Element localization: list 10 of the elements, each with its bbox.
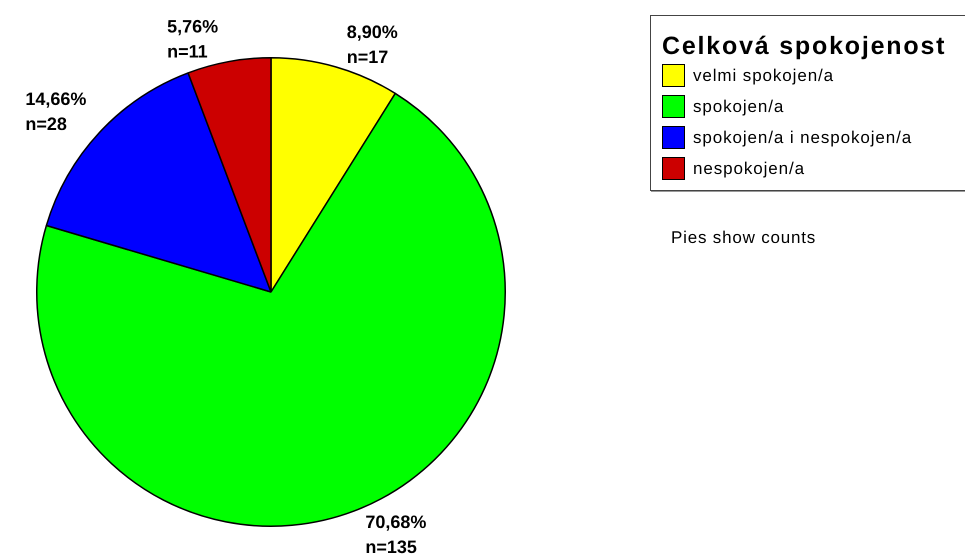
- data-label: 5,76% n=11: [167, 16, 218, 62]
- legend-label: velmi spokojen/a: [693, 66, 834, 86]
- data-label: 70,68% n=135: [365, 512, 426, 557]
- legend-label: spokojen/a i nespokojen/a: [693, 128, 912, 148]
- data-label: 14,66% n=28: [25, 88, 86, 134]
- legend-label: spokojen/a: [693, 96, 784, 116]
- legend-title: Celková spokojenost: [662, 32, 948, 60]
- legend-label: nespokojen/a: [693, 158, 805, 178]
- data-label: 8,90% n=17: [346, 22, 398, 68]
- text: Pies show counts: [671, 228, 816, 248]
